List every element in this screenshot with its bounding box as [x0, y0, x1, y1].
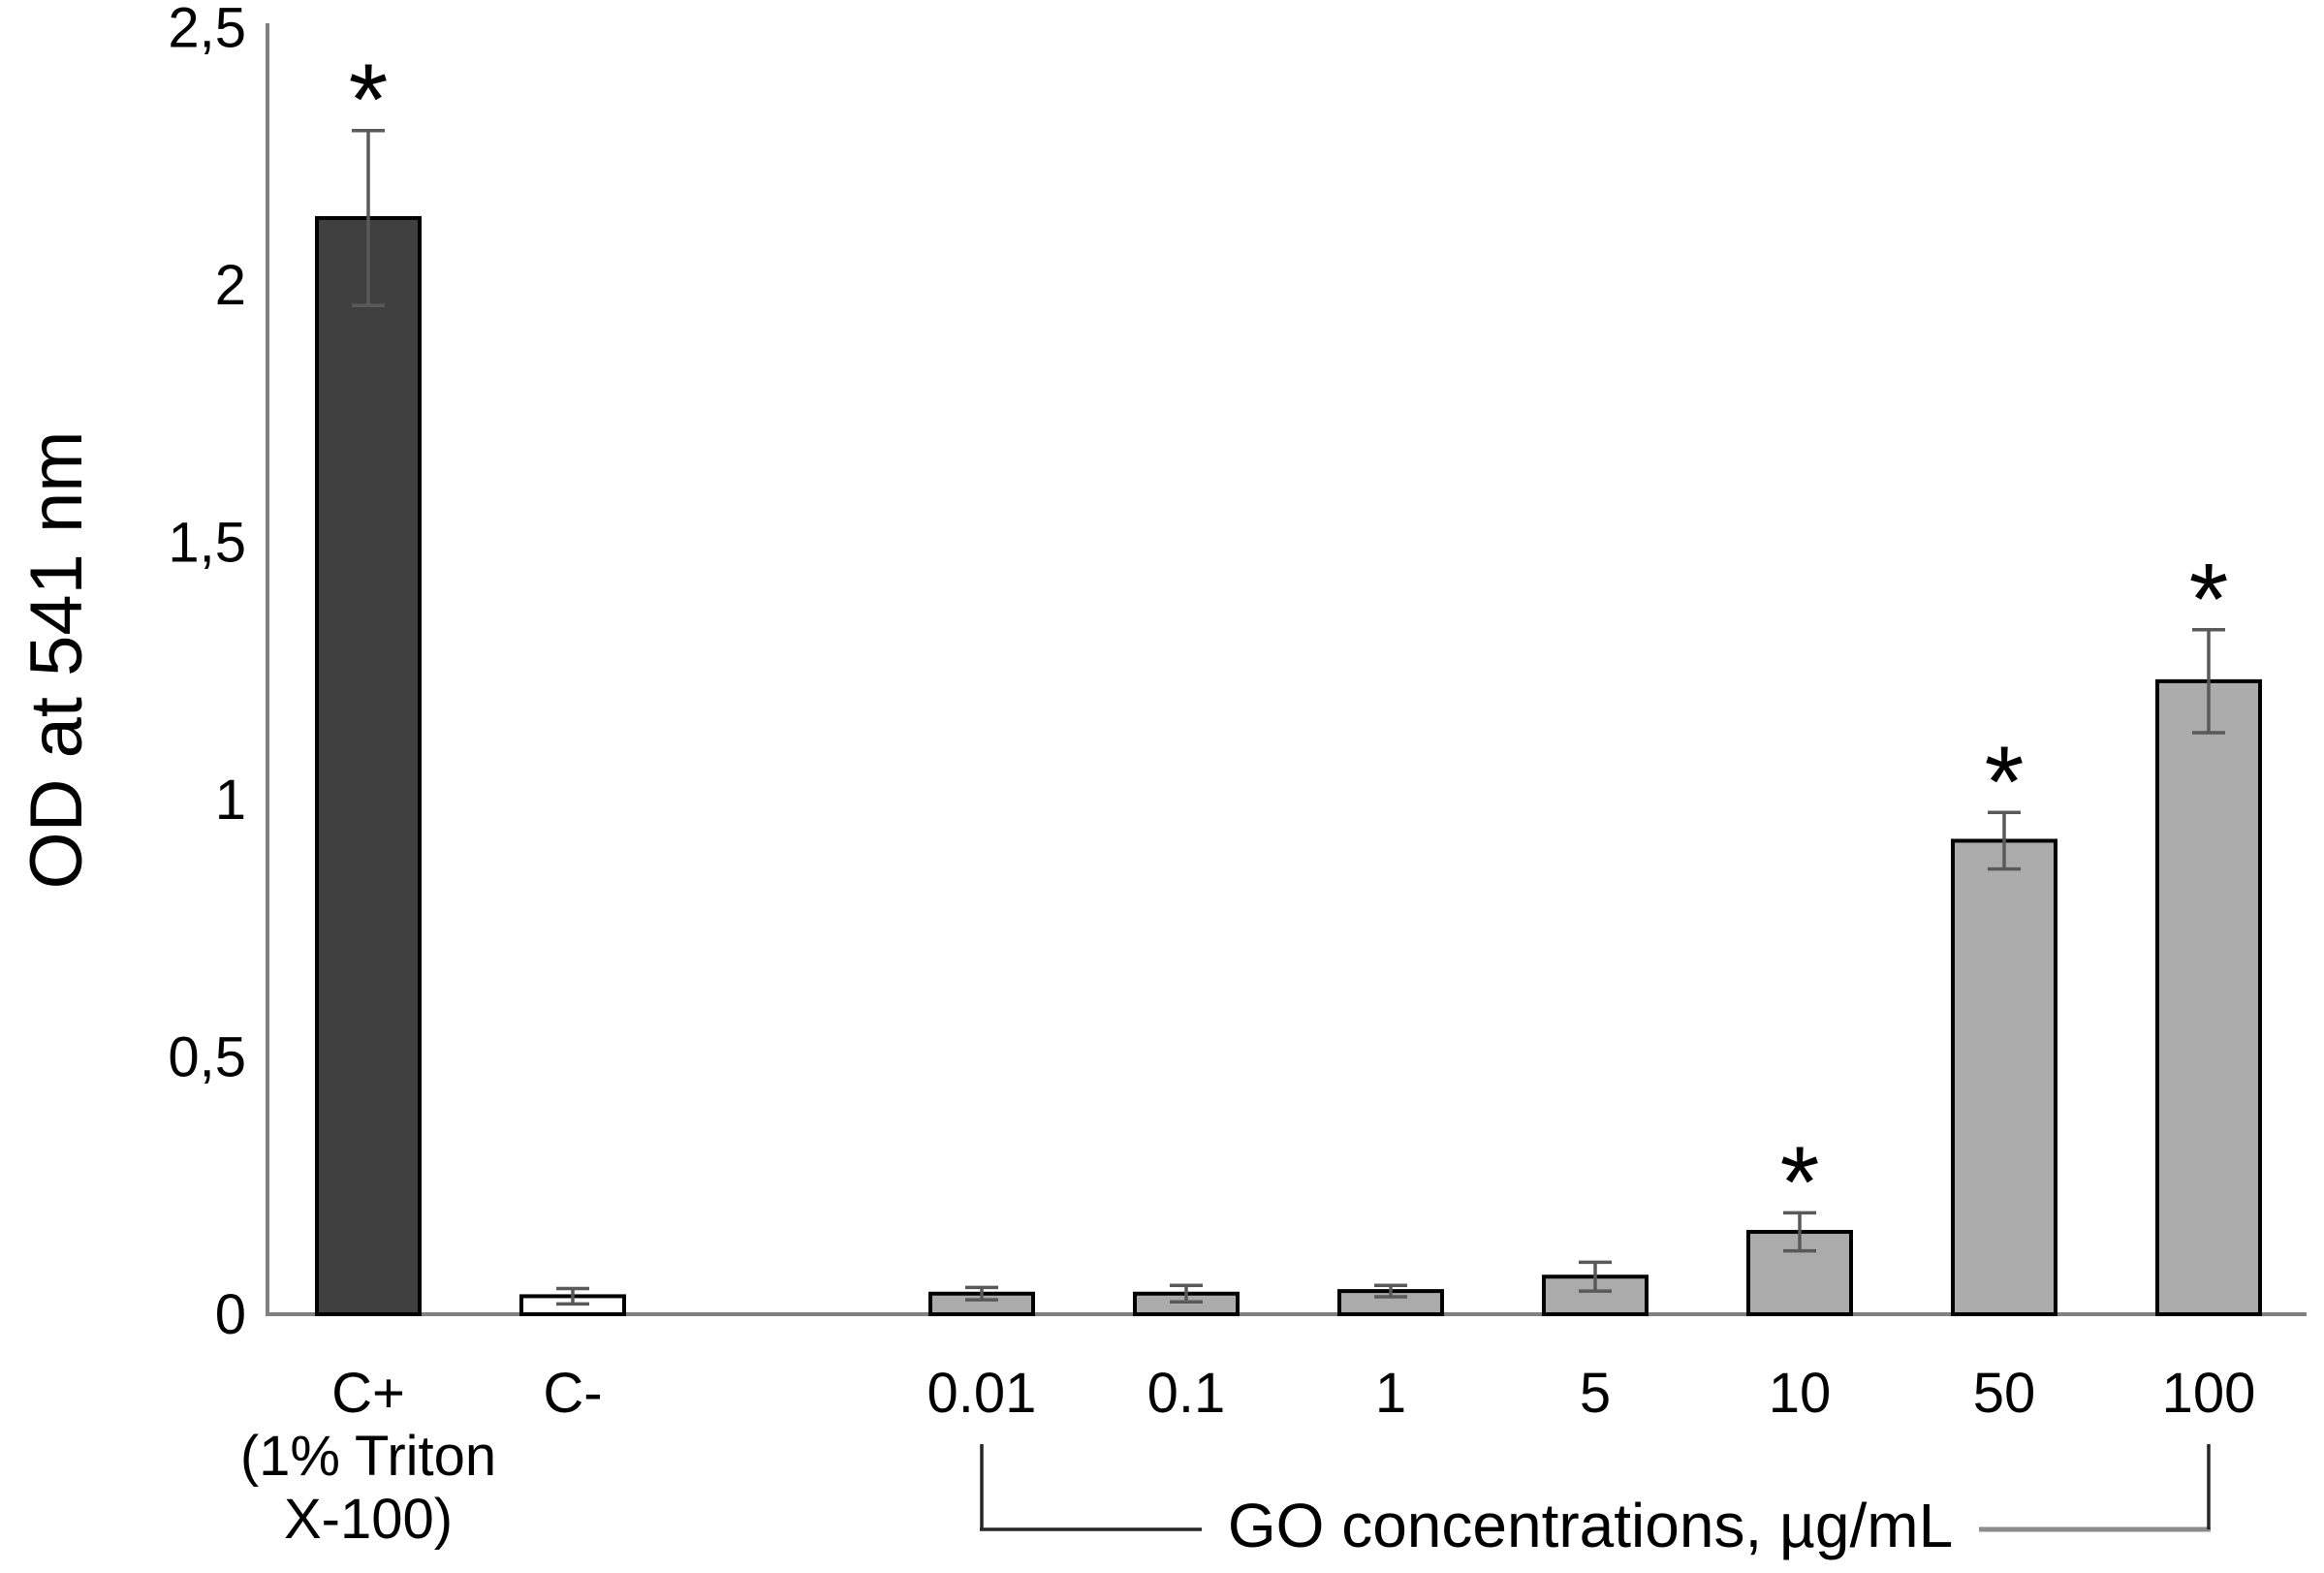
x-label-c-plus-line2: (1% Triton: [240, 1425, 496, 1488]
go-concentrations-axis-title: GO concentrations, µg/mL: [1228, 1491, 1953, 1560]
significance-asterisk-go-100: *: [2189, 543, 2229, 656]
error-bar-go-50: [1988, 810, 2021, 871]
y-tick-label-1: 1: [215, 769, 246, 832]
bar-go-50: [1951, 838, 2057, 1316]
error-bar-c-plus: [352, 128, 385, 307]
bar-go-100: [2155, 678, 2262, 1316]
significance-marks: * * * *: [349, 44, 2229, 1240]
bar-go-5: [1542, 1274, 1649, 1317]
go-group-bracket: [980, 1444, 2211, 1532]
y-tick-label-2: 2: [215, 254, 246, 317]
y-tick-label-2,5: 2,5: [168, 0, 246, 60]
x-label-go-5: 5: [1580, 1362, 1611, 1425]
y-axis-title: OD at 541 nm: [16, 430, 98, 889]
significance-asterisk-c-plus: *: [349, 44, 389, 157]
y-tick-labels: 0 0,5 1 1,5 2 2,5: [168, 0, 246, 1346]
x-label-c-plus: C+: [331, 1362, 405, 1425]
x-label-go-10: 10: [1769, 1362, 1832, 1425]
error-bar-go-1: [1374, 1283, 1407, 1299]
significance-asterisk-go-50: *: [1985, 725, 2025, 838]
x-label-go-1: 1: [1375, 1362, 1406, 1425]
x-label-c-minus: C-: [543, 1362, 602, 1425]
error-bar-go-0.1: [1170, 1283, 1203, 1305]
significance-asterisk-go-10: *: [1780, 1125, 1820, 1239]
x-label-c-plus-line3: X-100): [284, 1488, 453, 1551]
y-tick-label-1,5: 1,5: [168, 512, 246, 575]
x-label-go-0.01: 0.01: [927, 1362, 1037, 1425]
y-tick-label-0: 0: [215, 1283, 246, 1346]
x-label-go-50: 50: [1973, 1362, 2036, 1425]
error-bars: [352, 128, 2225, 1306]
error-bar-go-100: [2192, 628, 2225, 735]
error-bar-go-5: [1579, 1260, 1612, 1293]
error-bar-c-minus: [556, 1286, 589, 1306]
y-tick-label-0,5: 0,5: [168, 1026, 246, 1089]
bar-c-plus: [315, 215, 422, 1317]
bars: [315, 215, 2262, 1317]
x-label-go-0.1: 0.1: [1147, 1362, 1226, 1425]
error-bar-go-0.01: [965, 1285, 998, 1302]
error-bar-go-10: [1783, 1211, 1816, 1253]
x-label-go-100: 100: [2162, 1362, 2256, 1425]
